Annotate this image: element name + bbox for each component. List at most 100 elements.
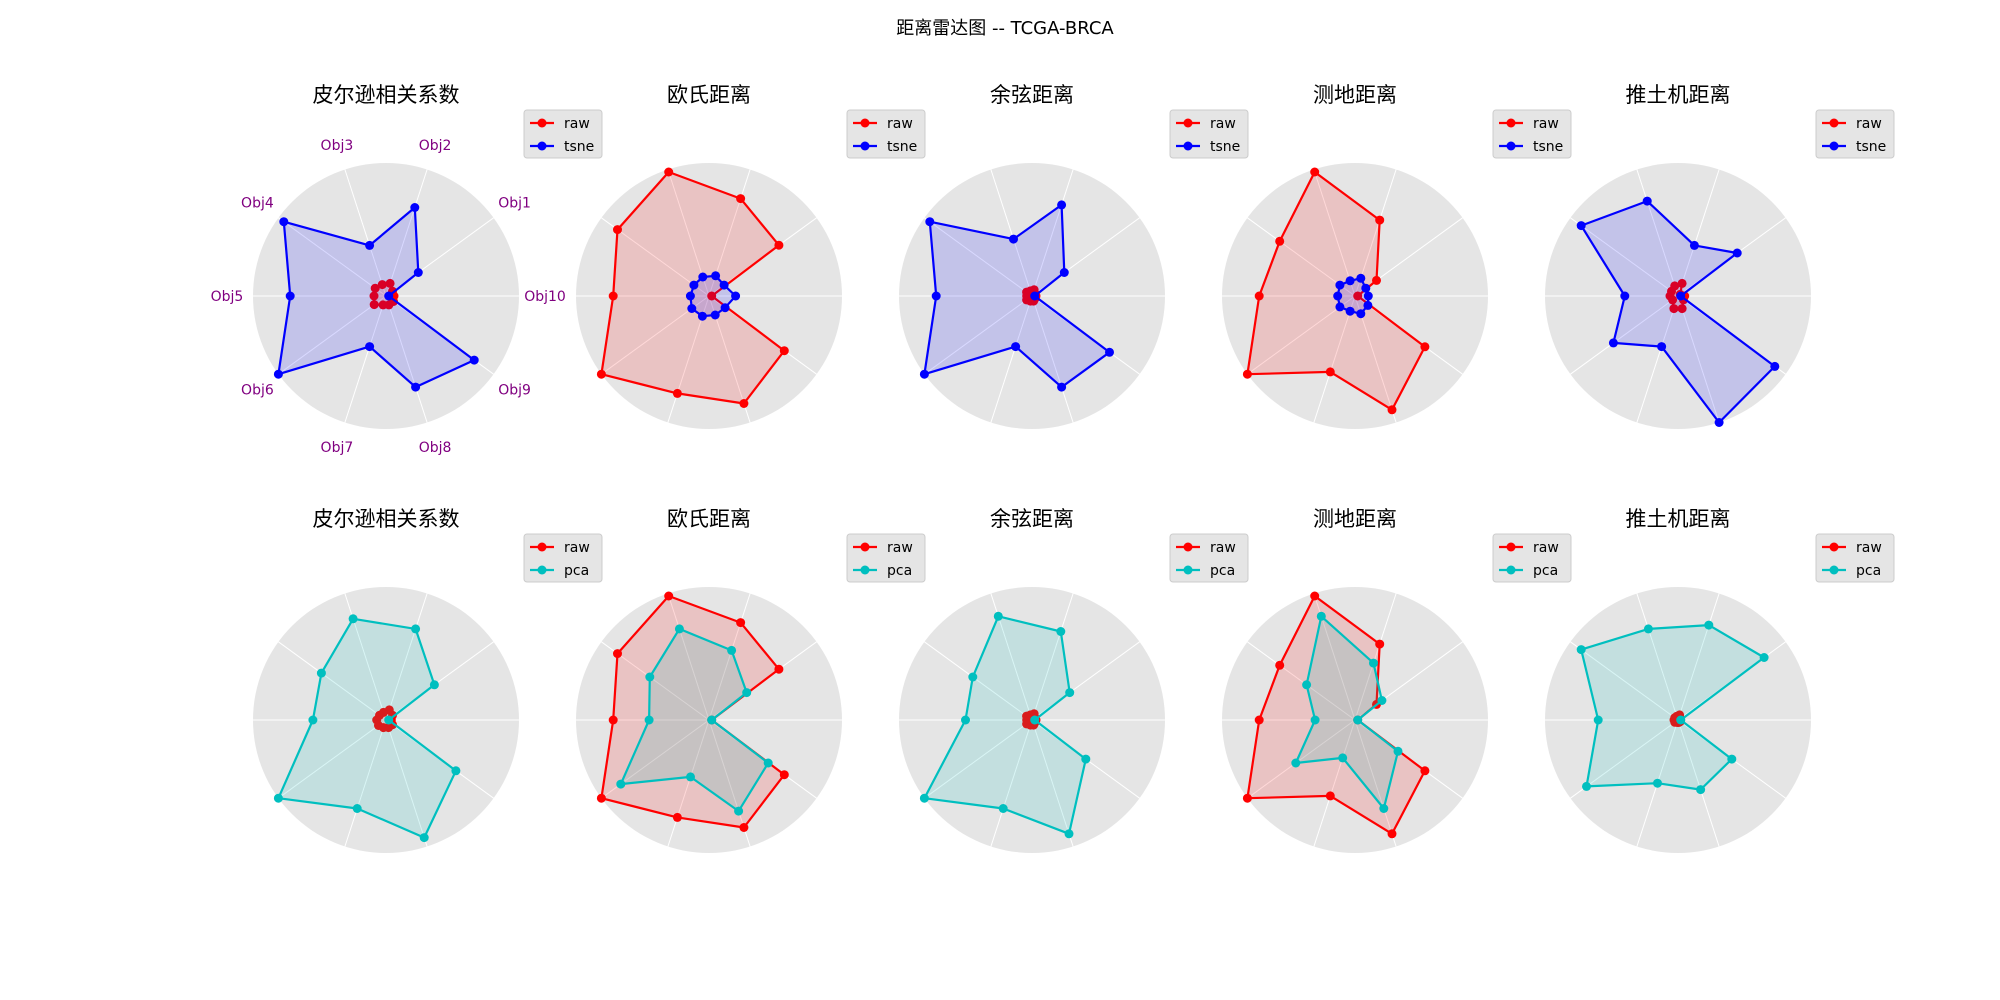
radial-gridline: [990, 295, 1033, 423]
data-point-tsne-Obj10: [1030, 291, 1040, 301]
legend-marker-raw: [1183, 542, 1193, 552]
legend-marker-raw: [1506, 118, 1516, 128]
data-point-raw-Obj7: [1669, 304, 1679, 314]
data-point-tsne-Obj3: [1009, 234, 1018, 244]
category-label: Obj9: [498, 383, 531, 399]
data-point-raw-Obj8: [739, 399, 749, 408]
data-point-pca-Obj10: [1353, 715, 1363, 725]
legend-label-pca: pca: [1856, 563, 1881, 579]
data-point-pca-Obj8: [1696, 785, 1706, 795]
legend-label-raw: raw: [564, 540, 590, 556]
category-label: Obj7: [321, 440, 354, 456]
data-point-tsne-Obj8: [710, 310, 720, 320]
legend: raw tsne: [1169, 109, 1249, 159]
radial-gridline: [1636, 169, 1679, 297]
data-point-pca-Obj10: [1030, 715, 1040, 725]
data-point-pca-Obj4: [1302, 680, 1312, 690]
radar-panel-4: 测地距离 raw tsne: [1222, 83, 1572, 429]
legend-label-raw: raw: [1856, 540, 1882, 556]
data-point-pca-Obj5: [1593, 715, 1603, 725]
data-point-raw-Obj2: [1375, 639, 1385, 649]
data-point-tsne-Obj8: [1356, 309, 1366, 319]
radar-panels: 皮尔逊相关系数 Obj1 Obj2 Obj3 Obj4 Obj5 Obj6 Obj7 Obj8 O…: [211, 83, 1895, 853]
legend: raw pca: [1815, 533, 1895, 583]
series-area-tsne: [1337, 278, 1369, 314]
series-area-raw: [1247, 596, 1425, 834]
series-area-pca: [1581, 625, 1765, 790]
radar-panel-6: 皮尔逊相关系数 raw pca: [253, 507, 603, 853]
radial-gridline: [385, 169, 428, 297]
series-tsne: [273, 203, 479, 392]
radial-gridline: [1031, 593, 1074, 721]
radial-gridline: [1677, 295, 1720, 423]
radial-gridline: [1677, 719, 1720, 847]
category-label: Obj10: [524, 289, 566, 305]
data-point-raw-Obj6: [596, 793, 606, 803]
panel-title: 测地距离: [1313, 507, 1397, 531]
data-point-raw-Obj10: [1353, 291, 1363, 301]
data-point-raw-Obj9: [1420, 766, 1430, 776]
legend-label-tsne: tsne: [1210, 139, 1240, 155]
data-point-tsne-Obj1: [1059, 268, 1069, 277]
data-point-pca-Obj2: [1369, 658, 1378, 668]
data-point-tsne-Obj7: [1657, 342, 1667, 352]
data-point-pca-Obj5: [961, 715, 970, 725]
legend-label-tsne: tsne: [564, 139, 594, 155]
radial-gridline: [278, 217, 387, 297]
data-point-pca-Obj3: [1643, 624, 1653, 634]
data-point-raw-Obj8: [1677, 304, 1687, 314]
figure-suptitle: 距离雷达图 -- TCGA-BRCA: [896, 18, 1114, 39]
series-pca: [1291, 611, 1403, 813]
data-point-raw-Obj4: [1275, 660, 1285, 670]
data-point-tsne-Obj2: [1689, 240, 1699, 250]
radial-gridline: [1313, 169, 1356, 297]
panel-title: 欧氏距离: [667, 83, 751, 107]
data-point-raw-Obj3: [1310, 167, 1320, 177]
legend-marker-pca: [860, 565, 870, 575]
radial-gridline: [1313, 295, 1356, 423]
data-point-pca-Obj2: [727, 645, 737, 655]
radar-panel-3: 余弦距离 raw tsne: [899, 83, 1249, 429]
legend-marker-tsne: [1829, 141, 1839, 151]
data-point-tsne-Obj5: [285, 291, 295, 301]
legend: raw pca: [1169, 533, 1249, 583]
data-point-pca-Obj7: [1338, 753, 1348, 763]
legend-label-raw: raw: [1533, 116, 1559, 132]
legend: raw pca: [1492, 533, 1572, 583]
legend-label-pca: pca: [564, 563, 589, 579]
category-label: Obj1: [498, 196, 531, 212]
data-point-pca-Obj6: [919, 793, 929, 803]
series-tsne: [1576, 196, 1780, 427]
radial-gridline: [667, 719, 710, 847]
data-point-raw-Obj6: [596, 369, 606, 379]
data-point-raw-Obj6: [1242, 369, 1252, 379]
legend-label-tsne: tsne: [1533, 139, 1563, 155]
radial-gridline: [1247, 719, 1356, 799]
data-point-raw-Obj8: [739, 823, 749, 832]
legend-label-raw: raw: [1856, 116, 1882, 132]
data-point-raw-Obj1: [1372, 275, 1381, 285]
legend-label-pca: pca: [1533, 563, 1558, 579]
data-point-tsne-Obj5: [1333, 291, 1343, 301]
data-point-raw-Obj7: [672, 812, 682, 822]
radar-panel-10: 推土机距离 raw pca: [1545, 507, 1895, 853]
radar-panel-1: 皮尔逊相关系数 Obj1 Obj2 Obj3 Obj4 Obj5 Obj6 Obj7 Obj8 O…: [211, 83, 603, 456]
legend-frame: [1815, 533, 1895, 583]
legend: raw pca: [523, 533, 603, 583]
radial-gridline: [708, 593, 751, 721]
legend: raw pca: [846, 533, 926, 583]
data-point-raw-Obj6: [1242, 793, 1252, 803]
data-point-raw-Obj2: [1375, 215, 1385, 225]
data-point-pca-Obj4: [645, 672, 655, 682]
legend-marker-raw: [537, 542, 547, 552]
data-point-pca-Obj3: [1316, 611, 1326, 621]
data-point-tsne-Obj7: [697, 311, 707, 321]
data-point-pca-Obj8: [419, 833, 429, 843]
data-point-tsne-Obj3: [365, 240, 375, 250]
data-point-pca-Obj9: [451, 766, 461, 776]
radial-gridline: [1031, 719, 1074, 847]
data-point-pca-Obj1: [1377, 696, 1387, 705]
data-point-raw-Obj9: [779, 770, 789, 780]
legend-label-pca: pca: [1210, 563, 1235, 579]
panel-title: 测地距离: [1313, 83, 1397, 107]
